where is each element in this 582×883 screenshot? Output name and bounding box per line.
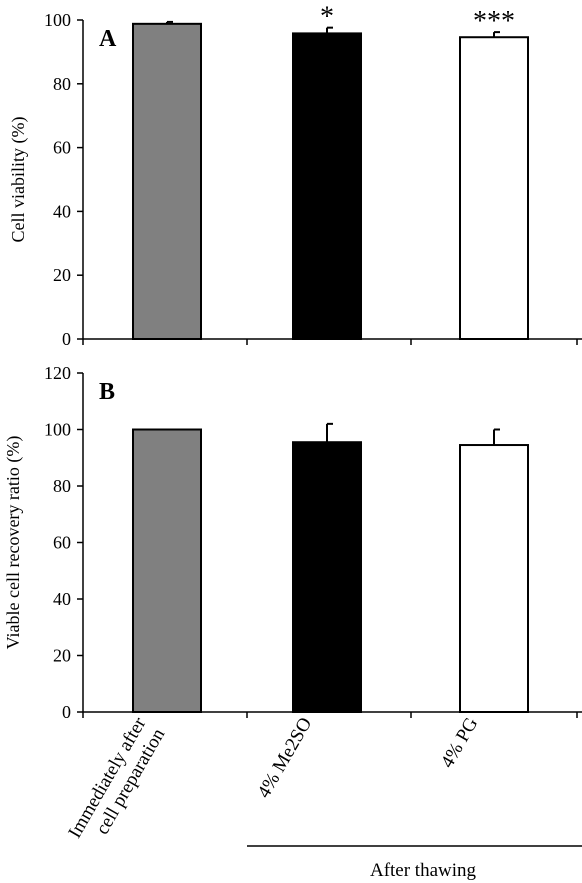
- x-category-label: 4% Me2SO: [254, 714, 317, 802]
- y-tick-label: 40: [53, 589, 71, 609]
- panel-letter: A: [99, 26, 117, 52]
- bar: [459, 444, 529, 713]
- y-tick-label: 60: [53, 138, 71, 158]
- panel-letter: B: [99, 379, 115, 405]
- bar: [132, 428, 202, 713]
- x-category-label: 4% PG: [437, 714, 483, 772]
- x-category-labels: Immediately aftercell preparation 4% Me2S…: [64, 713, 483, 852]
- y-axis-label: Cell viability (%): [8, 117, 29, 243]
- significance-marker: ***: [473, 6, 515, 37]
- bar: [292, 441, 362, 713]
- after-thawing-label: After thawing: [370, 860, 477, 881]
- panel-b-chart: 0 20 40 60 80 100 120 Viable cell recovery rati…: [3, 363, 582, 722]
- y-tick-label: 0: [62, 329, 71, 349]
- y-tick-label: 100: [44, 10, 71, 30]
- y-tick-label: 100: [44, 420, 71, 440]
- y-tick-label: 40: [53, 201, 71, 221]
- y-tick-label: 80: [53, 476, 71, 496]
- y-tick-label: 20: [53, 265, 71, 285]
- x-category-label-line: 4% PG: [437, 714, 483, 772]
- x-category-label: Immediately aftercell preparation: [64, 713, 169, 852]
- bar: [459, 36, 529, 340]
- y-tick-label: 20: [53, 646, 71, 666]
- x-category-label-line: 4% Me2SO: [254, 714, 317, 802]
- y-tick-label: 120: [44, 363, 71, 383]
- bar: [132, 22, 202, 340]
- y-axis-label: Viable cell recovery ratio (%): [3, 436, 24, 650]
- y-tick-label: 80: [53, 74, 71, 94]
- significance-marker: *: [320, 2, 334, 33]
- y-tick-label: 0: [62, 702, 71, 722]
- bar: [292, 32, 362, 340]
- y-tick-label: 60: [53, 533, 71, 553]
